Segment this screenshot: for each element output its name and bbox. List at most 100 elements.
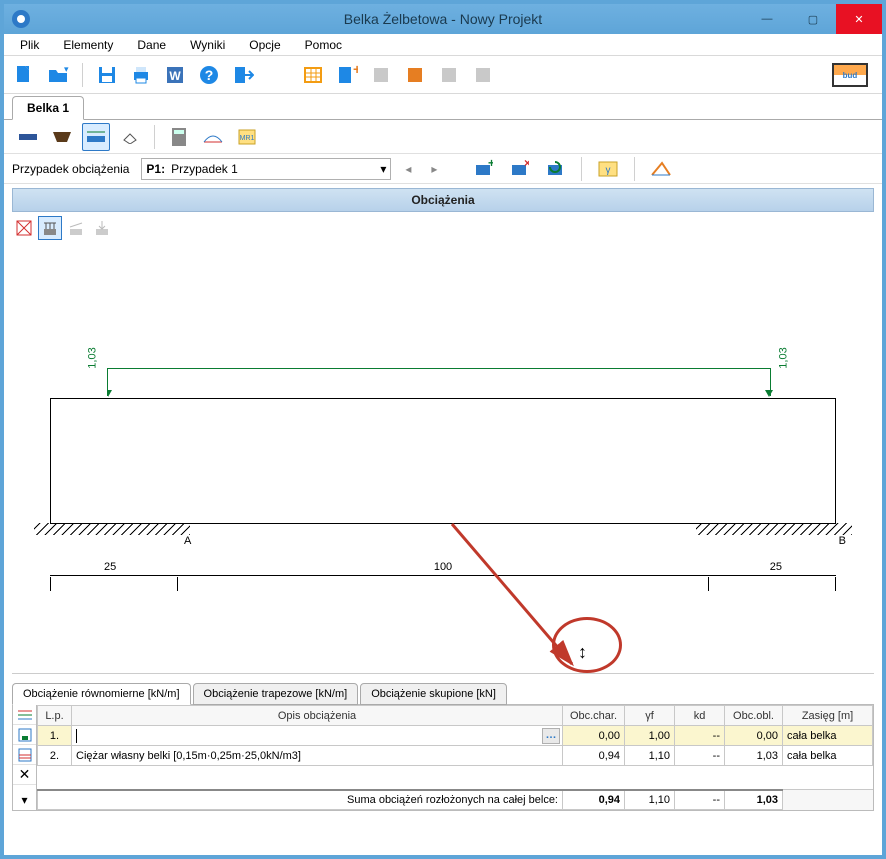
erase-icon[interactable] (116, 123, 144, 151)
menu-plik[interactable]: Plik (10, 36, 49, 54)
uniform-load-icon[interactable] (38, 216, 62, 240)
sum-label: Suma obciążeń rozłożonych na całej belce… (38, 790, 563, 810)
report-icon[interactable]: MR1 (233, 123, 261, 151)
grid-side-toolbar: ✕ ▾ (13, 705, 37, 810)
cell-kd: -- (675, 726, 725, 746)
delete-load-icon[interactable] (12, 216, 36, 240)
case-select[interactable]: P1: Przypadek 1 ▾ (141, 158, 391, 180)
svg-text:W: W (169, 69, 181, 83)
cell-obl: 0,00 (725, 726, 783, 746)
col-obl: Obc.obl. (725, 706, 783, 726)
dim-right: 25 (770, 561, 782, 573)
resize-cursor-icon: ↕ (578, 642, 587, 663)
col-zasieg: Zasięg [m] (783, 706, 873, 726)
document-tabs: Belka 1 (4, 94, 882, 120)
exit-button[interactable] (229, 61, 257, 89)
case-prefix: P1: (146, 162, 165, 176)
tab-point-load[interactable]: Obciążenie skupione [kN] (360, 683, 507, 705)
app-window: Belka Żelbetowa - Nowy Projekt — ▢ ✕ Pli… (3, 3, 883, 856)
cell-desc-editing[interactable]: … (72, 726, 563, 746)
load-type-toolbar (12, 216, 874, 244)
new-file-button[interactable] (10, 61, 38, 89)
sum-char: 0,94 (563, 790, 625, 810)
help-button[interactable]: ? (195, 61, 223, 89)
grid-view-button[interactable] (299, 61, 327, 89)
close-button[interactable]: ✕ (836, 4, 882, 34)
add-case-button[interactable]: + (469, 155, 497, 183)
support-label-a: A (184, 535, 191, 547)
open-file-button[interactable]: ▾ (44, 61, 72, 89)
cell-char: 0,94 (563, 746, 625, 766)
tab-belka-1[interactable]: Belka 1 (12, 96, 84, 120)
cell-zasieg: cała belka (783, 746, 873, 766)
svg-text:+: + (488, 159, 493, 170)
col-char: Obc.char. (563, 706, 625, 726)
table-row[interactable]: 1. … 0,00 1,00 -- 0,00 cała belka (38, 726, 873, 746)
word-export-button[interactable]: W (161, 61, 189, 89)
load-view-icon[interactable] (82, 123, 110, 151)
menu-pomoc[interactable]: Pomoc (295, 36, 352, 54)
browse-button[interactable]: … (542, 728, 560, 744)
col-desc: Opis obciążenia (72, 706, 563, 726)
case-label: Przypadek obciążenia (12, 162, 129, 176)
chevron-down-icon: ▾ (380, 162, 386, 176)
svg-text:MR1: MR1 (240, 135, 255, 142)
tb-orange-button[interactable] (401, 61, 429, 89)
tb-grey2-button[interactable] (435, 61, 463, 89)
beam-tool-icon[interactable] (647, 155, 675, 183)
sum-kd: -- (675, 790, 725, 810)
save-button[interactable] (93, 61, 121, 89)
menu-elementy[interactable]: Elementy (53, 36, 123, 54)
menu-opcje[interactable]: Opcje (239, 36, 290, 54)
tab-trap-load[interactable]: Obciążenie trapezowe [kN/m] (193, 683, 359, 705)
dim-mid: 100 (434, 561, 452, 573)
prev-case-button[interactable]: ◂ (399, 160, 417, 178)
loads-table: L.p. Opis obciążenia Obc.char. γf kd Obc… (37, 705, 873, 810)
load-tabs: Obciążenie równomierne [kN/m] Obciążenie… (12, 678, 874, 704)
uniform-load-line (107, 368, 771, 396)
cell-gf: 1,00 (625, 726, 675, 746)
cell-zasieg: cała belka (783, 726, 873, 746)
section-shape-icon[interactable] (48, 123, 76, 151)
del-case-button[interactable]: × (505, 155, 533, 183)
minimize-button[interactable]: — (744, 4, 790, 34)
side-delete-icon[interactable]: ✕ (13, 765, 36, 785)
sum-gf: 1,10 (625, 790, 675, 810)
gamma-icon[interactable]: γ (594, 155, 622, 183)
beam-canvas: 1,03 1,03 A B 25 100 25 ↕ (12, 244, 874, 674)
cell-char: 0,00 (563, 726, 625, 746)
refresh-case-button[interactable] (541, 155, 569, 183)
side-add-icon[interactable] (13, 725, 36, 745)
dim-left: 25 (104, 561, 116, 573)
calc-icon[interactable] (165, 123, 193, 151)
trap-load-icon[interactable] (64, 216, 88, 240)
menu-wyniki[interactable]: Wyniki (180, 36, 235, 54)
results-icon[interactable] (199, 123, 227, 151)
side-list-icon[interactable] (13, 705, 36, 725)
table-row[interactable]: 2. Ciężar własny belki [0,15m·0,25m·25,0… (38, 746, 873, 766)
app-icon (12, 10, 30, 28)
point-load-icon[interactable] (90, 216, 114, 240)
support-label-b: B (839, 535, 846, 547)
svg-text:?: ? (205, 67, 214, 83)
print-button[interactable] (127, 61, 155, 89)
load-value-left: 1,03 (87, 347, 99, 368)
loads-grid-wrap: ✕ ▾ L.p. Opis obciążenia Obc.char. γf kd… (12, 704, 874, 811)
main-toolbar: ▾ W ? + bud (4, 56, 882, 94)
cell-lp: 2. (38, 746, 72, 766)
menu-dane[interactable]: Dane (127, 36, 176, 54)
support-hatch-right (696, 523, 852, 535)
support-hatch-left (34, 523, 190, 535)
col-gf: γf (625, 706, 675, 726)
menubar: Plik Elementy Dane Wyniki Opcje Pomoc (4, 34, 882, 56)
side-rebar-icon[interactable] (13, 745, 36, 765)
next-case-button[interactable]: ▸ (425, 160, 443, 178)
maximize-button[interactable]: ▢ (790, 4, 836, 34)
tab-uniform-load[interactable]: Obciążenie równomierne [kN/m] (12, 683, 191, 705)
tb-grey3-button[interactable] (469, 61, 497, 89)
section-icon[interactable] (14, 123, 42, 151)
tb-grey1-button[interactable] (367, 61, 395, 89)
add-element-button[interactable]: + (333, 61, 361, 89)
side-dropdown-icon[interactable]: ▾ (13, 790, 36, 810)
cell-desc: Ciężar własny belki [0,15m·0,25m·25,0kN/… (72, 746, 563, 766)
